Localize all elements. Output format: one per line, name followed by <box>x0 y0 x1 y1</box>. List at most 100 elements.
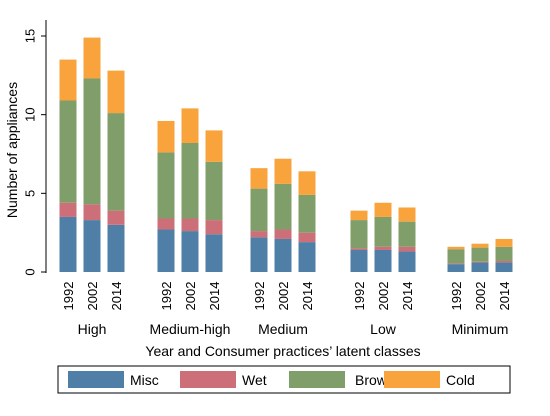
x-tick-label-year: 1992 <box>159 282 174 311</box>
group-label: Minimum <box>452 321 509 337</box>
bar-segment-misc <box>181 231 199 272</box>
bar-segment-brown <box>374 216 392 247</box>
bar-segment-brown <box>250 188 268 232</box>
x-tick-label-year: 2014 <box>109 282 124 311</box>
bar-segment-cold <box>250 168 268 189</box>
y-axis: 0 5 10 15 <box>23 20 47 276</box>
x-tick-label-year: 1992 <box>252 282 267 311</box>
bar-segment-wet <box>107 210 125 225</box>
bar-segment-misc <box>398 251 416 272</box>
bar-segment-cold <box>157 120 175 153</box>
bar-segment-misc <box>59 216 77 272</box>
bar-segment-misc <box>447 264 465 272</box>
bar-segment-cold <box>471 243 489 248</box>
group-label: Medium-high <box>150 321 231 337</box>
bar-segment-cold <box>83 37 101 79</box>
bar-segment-cold <box>447 246 465 250</box>
y-tick-label: 0 <box>23 268 38 275</box>
bar-segment-wet <box>398 246 416 252</box>
bar-segment-brown <box>350 220 368 249</box>
bar-segment-wet <box>298 232 316 243</box>
bar-segment-wet <box>59 202 77 217</box>
x-tick-label-year: 2002 <box>276 282 291 311</box>
bar-segment-misc <box>205 234 223 272</box>
bar-segment-brown <box>447 249 465 264</box>
bar-segment-cold <box>298 171 316 195</box>
bar-segment-brown <box>157 152 175 219</box>
bar-segment-misc <box>250 237 268 272</box>
bar-segment-misc <box>83 220 101 272</box>
bar-segment-brown <box>274 183 292 230</box>
group-labels: High Medium-high Medium Low Minimum <box>78 321 509 337</box>
bar-segment-brown <box>471 247 489 262</box>
legend-frame <box>57 365 511 394</box>
bar-segment-cold <box>181 108 199 143</box>
x-tick-label-year: 2014 <box>300 282 315 311</box>
bar-segment-wet <box>274 229 292 239</box>
bar-segment-misc <box>274 238 292 272</box>
x-axis-title: Year and Consumer practices’ latent clas… <box>145 343 420 359</box>
x-tick-label-year: 2014 <box>400 282 415 311</box>
legend-swatch-wet <box>180 371 236 388</box>
x-tick-label-year: 1992 <box>352 282 367 311</box>
legend-swatch-brown <box>289 371 345 388</box>
bar-segment-brown <box>398 221 416 247</box>
bar-segment-wet <box>374 246 392 250</box>
bar-segment-misc <box>350 249 368 272</box>
bar-segment-cold <box>107 70 125 114</box>
x-tick-label-year: 2014 <box>497 282 512 311</box>
bar-segment-misc <box>495 262 513 272</box>
bars <box>59 37 513 272</box>
legend-label-misc: Misc <box>130 372 159 388</box>
bar-segment-wet <box>471 261 489 263</box>
bar-segment-wet <box>495 260 513 263</box>
x-tick-label-year: 1992 <box>449 282 464 311</box>
bar-segment-cold <box>495 238 513 247</box>
bar-segment-brown <box>495 246 513 261</box>
y-tick-label: 5 <box>23 190 38 197</box>
bar-segment-brown <box>298 194 316 233</box>
bar-segment-misc <box>298 242 316 272</box>
bar-segment-misc <box>374 249 392 272</box>
x-tick-labels: 1992 2002 2014 1992 2002 2014 1992 2002 2014 1992… <box>61 282 512 311</box>
bar-segment-cold <box>274 158 292 184</box>
bar-segment-wet <box>157 218 175 230</box>
x-tick-label-year: 2002 <box>183 282 198 311</box>
bar-segment-cold <box>59 59 77 101</box>
legend: Misc Wet Brown Cold <box>57 365 511 394</box>
bar-segment-wet <box>205 220 223 235</box>
bar-segment-cold <box>350 210 368 221</box>
bar-segment-misc <box>107 224 125 272</box>
bar-segment-wet <box>181 218 199 232</box>
group-label: Medium <box>258 321 308 337</box>
bar-segment-brown <box>107 113 125 211</box>
bar-segment-wet <box>250 231 268 238</box>
legend-label-wet: Wet <box>242 372 267 388</box>
legend-swatch-misc <box>68 371 124 388</box>
legend-label-cold: Cold <box>446 372 475 388</box>
bar-segment-brown <box>83 78 101 205</box>
bar-segment-brown <box>181 142 199 219</box>
bar-segment-wet <box>350 248 368 250</box>
legend-swatch-cold <box>384 371 440 388</box>
bar-segment-cold <box>374 202 392 217</box>
x-tick-label-year: 2002 <box>473 282 488 311</box>
bar-segment-wet <box>447 263 465 265</box>
bar-segment-wet <box>83 204 101 221</box>
group-label: High <box>78 321 107 337</box>
x-tick-label-year: 2002 <box>85 282 100 311</box>
x-tick-label-year: 2014 <box>207 282 222 311</box>
y-axis-title: Number of appliances <box>4 82 20 218</box>
bar-segment-misc <box>471 262 489 272</box>
bar-segment-misc <box>157 229 175 272</box>
y-tick-label: 15 <box>23 29 38 43</box>
x-tick-label-year: 1992 <box>61 282 76 311</box>
group-label: Low <box>370 321 397 337</box>
bar-segment-brown <box>59 100 77 203</box>
bar-segment-brown <box>205 161 223 221</box>
bar-segment-cold <box>205 130 223 162</box>
y-tick-label: 10 <box>23 107 38 121</box>
bar-segment-cold <box>398 207 416 222</box>
x-tick-label-year: 2002 <box>376 282 391 311</box>
